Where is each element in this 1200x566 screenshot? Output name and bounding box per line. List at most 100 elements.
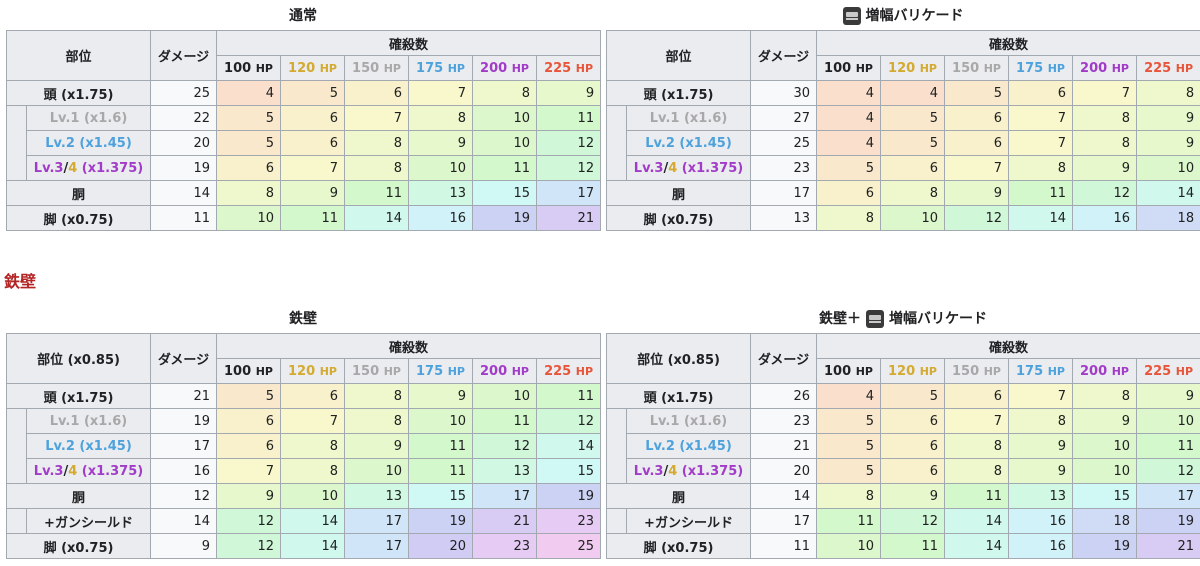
kill-count-cell: 6 — [280, 383, 345, 409]
kill-count-cell: 9 — [1135, 383, 1200, 409]
damage-value: 16 — [150, 458, 217, 484]
kill-count-cell: 5 — [816, 155, 882, 181]
kill-count-cell: 18 — [1072, 508, 1137, 534]
header-kills: 確殺数 — [216, 30, 602, 56]
table-row: Lv.3/4 (x1.375) 16 7 8 10 11 13 15 — [6, 458, 602, 484]
kill-count-cell: 11 — [472, 408, 537, 434]
kill-count-cell: 10 — [1072, 458, 1137, 484]
kill-count-cell: 6 — [816, 180, 882, 206]
kill-count-cell: 9 — [408, 130, 474, 156]
row-label-lv2: Lv.2 (x1.45) — [625, 130, 752, 156]
kill-count-cell: 16 — [1008, 533, 1073, 559]
kill-count-cell: 5 — [216, 383, 281, 409]
kill-count-cell: 9 — [536, 80, 602, 106]
kill-count-cell: 9 — [880, 483, 945, 509]
kill-count-cell: 4 — [216, 80, 282, 106]
kill-count-cell: 6 — [944, 105, 1010, 131]
row-label-lv2: Lv.2 (x1.45) — [26, 433, 151, 459]
table-caption: 鉄壁＋ 増幅バリケード — [606, 305, 1200, 333]
kill-count-table: 部位 (x0.85) ダメージ 確殺数 100 HP 120 HP 150 HP 175 H… — [6, 333, 602, 559]
header-kills: 確殺数 — [816, 30, 1200, 56]
kill-count-cell: 23 — [472, 533, 537, 559]
kill-count-cell: 11 — [880, 533, 945, 559]
indent-spacer — [606, 433, 627, 459]
kill-count-cell: 8 — [280, 458, 345, 484]
table-row: 胴 12 9 10 13 15 17 19 — [6, 483, 602, 509]
header-hp-175: 175 HP — [408, 358, 473, 384]
kill-count-cell: 9 — [216, 483, 281, 509]
table-normal: 通常 部位 ダメージ 確殺数 100 HP 120 HP 150 HP 175 HP 200 H… — [5, 2, 602, 231]
kill-count-cell: 18 — [1136, 205, 1200, 231]
kill-count-cell: 5 — [216, 105, 282, 131]
indent-spacer — [606, 408, 627, 434]
table-row: Lv.2 (x1.45) 25 4 5 6 7 8 9 — [606, 130, 1200, 156]
table-row: 胴 14 8 9 11 13 15 17 — [606, 483, 1200, 509]
header-hp-225: 225 HP — [1136, 55, 1200, 81]
header-kills: 確殺数 — [215, 333, 602, 359]
kill-count-cell: 5 — [880, 130, 946, 156]
kill-count-cell: 23 — [535, 508, 602, 534]
header-hp-200: 200 HP — [472, 358, 537, 384]
damage-value: 17 — [150, 433, 217, 459]
kill-count-cell: 8 — [280, 433, 345, 459]
table-row: Lv.1 (x1.6) 19 6 7 8 10 11 12 — [6, 408, 602, 434]
row-label-head: 頭 (x1.75) — [5, 80, 152, 106]
kill-count-cell: 8 — [408, 105, 474, 131]
kill-count-cell: 8 — [944, 458, 1009, 484]
row-label-lv3: Lv.3/4 (x1.375) — [25, 155, 152, 181]
table-row: 胴 17 6 8 9 11 12 14 — [605, 180, 1200, 206]
barricade-icon — [842, 7, 861, 25]
kill-count-cell: 14 — [280, 508, 345, 534]
caption-text: 通常 — [289, 8, 317, 24]
damage-value: 14 — [150, 508, 217, 534]
damage-value: 12 — [150, 483, 217, 509]
damage-value: 25 — [150, 80, 218, 106]
barricade-icon — [866, 310, 884, 328]
kill-count-cell: 11 — [1008, 180, 1074, 206]
caption-text: 増幅バリケード — [889, 311, 987, 327]
header-hp-200: 200 HP — [472, 55, 538, 81]
kill-count-cell: 8 — [472, 80, 538, 106]
kill-count-cell: 7 — [1008, 105, 1074, 131]
header-hp-120: 120 HP — [880, 55, 946, 81]
damage-value: 11 — [150, 205, 218, 231]
damage-value: 11 — [750, 533, 817, 559]
damage-value: 21 — [150, 383, 217, 409]
table-amp-barricade: 増幅バリケード 部位 ダメージ 確殺数 100 HP 120 HP 150 HP 175 HP… — [605, 2, 1200, 231]
table-iron-wall: 鉄壁 部位 (x0.85) ダメージ 確殺数 100 HP 120 HP 150 HP 175… — [6, 305, 602, 559]
kill-count-cell: 21 — [472, 508, 537, 534]
header-kills: 確殺数 — [815, 333, 1200, 359]
damage-value: 20 — [150, 130, 218, 156]
kill-count-cell: 19 — [1135, 508, 1200, 534]
indent-spacer — [6, 105, 27, 131]
kill-count-cell: 11 — [536, 105, 602, 131]
kill-count-cell: 6 — [216, 433, 281, 459]
kill-count-cell: 20 — [408, 533, 473, 559]
row-label-gunshield: +ガンシールド — [626, 508, 751, 534]
kill-count-cell: 10 — [408, 408, 473, 434]
damage-value: 19 — [150, 408, 217, 434]
kill-count-cell: 4 — [816, 130, 882, 156]
damage-value: 25 — [750, 130, 818, 156]
table-row: Lv.2 (x1.45) 17 6 8 9 11 12 14 — [6, 433, 602, 459]
damage-value: 21 — [750, 433, 817, 459]
kill-count-cell: 17 — [344, 533, 409, 559]
kill-count-cell: 19 — [408, 508, 473, 534]
kill-count-cell: 9 — [1008, 433, 1073, 459]
indent-spacer — [6, 155, 27, 181]
kill-count-cell: 6 — [880, 408, 945, 434]
kill-count-cell: 25 — [535, 533, 602, 559]
kill-count-cell: 10 — [1072, 433, 1137, 459]
kill-count-cell: 15 — [535, 458, 602, 484]
table-caption: 鉄壁 — [6, 305, 600, 333]
kill-count-cell: 12 — [216, 508, 281, 534]
header-hp-100: 100 HP — [816, 358, 881, 384]
kill-count-cell: 6 — [880, 155, 946, 181]
kill-count-cell: 11 — [944, 483, 1009, 509]
row-label-lv3: Lv.3/4 (x1.375) — [626, 458, 751, 484]
kill-count-cell: 7 — [280, 408, 345, 434]
indent-spacer — [606, 458, 627, 484]
damage-value: 14 — [750, 483, 817, 509]
table-row: +ガンシールド 14 12 14 17 19 21 23 — [6, 508, 602, 534]
kill-count-cell: 10 — [1135, 408, 1200, 434]
